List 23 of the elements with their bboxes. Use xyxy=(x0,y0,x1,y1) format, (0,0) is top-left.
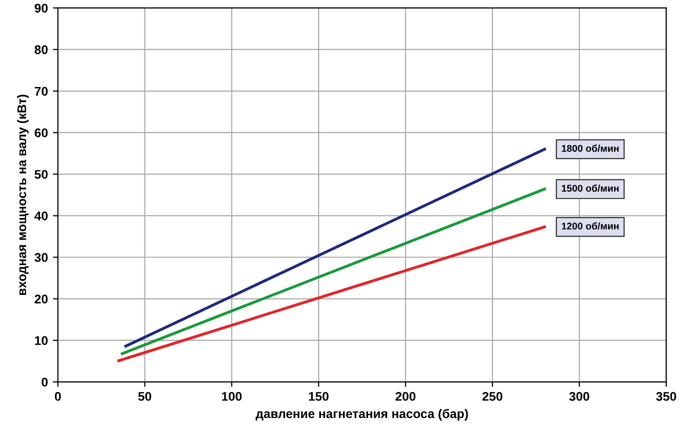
x-tick-label: 50 xyxy=(138,392,152,401)
y-axis-title: входная мощность на валу (кВт) xyxy=(17,94,29,295)
series-label: 1800 об/мин xyxy=(562,144,619,152)
x-tick-label: 350 xyxy=(656,392,676,401)
y-tick-label: 90 xyxy=(34,4,48,13)
series-label: 1500 об/мин xyxy=(562,184,619,192)
x-tick-label: 100 xyxy=(222,392,242,401)
y-tick-label: 10 xyxy=(35,336,48,346)
y-tick-label: 70 xyxy=(34,86,48,96)
y-tick-label: 50 xyxy=(34,170,48,179)
x-tick-label: 150 xyxy=(308,392,329,401)
y-tick-label: 20 xyxy=(34,294,48,304)
x-tick-label: 250 xyxy=(482,392,502,401)
y-tick-label: 60 xyxy=(34,128,48,138)
y-tick-label: 80 xyxy=(34,45,48,54)
y-tick-label: 0 xyxy=(42,378,48,387)
x-tick-label: 200 xyxy=(396,392,416,401)
y-tick-label: 40 xyxy=(34,212,48,220)
x-tick-label: 0 xyxy=(54,392,61,401)
x-axis-title: давление нагнетания насоса (бар) xyxy=(256,408,468,421)
x-tick-label: 300 xyxy=(569,392,590,401)
series-label: 1200 об/мин xyxy=(562,222,619,230)
y-tick-label: 30 xyxy=(34,253,48,262)
